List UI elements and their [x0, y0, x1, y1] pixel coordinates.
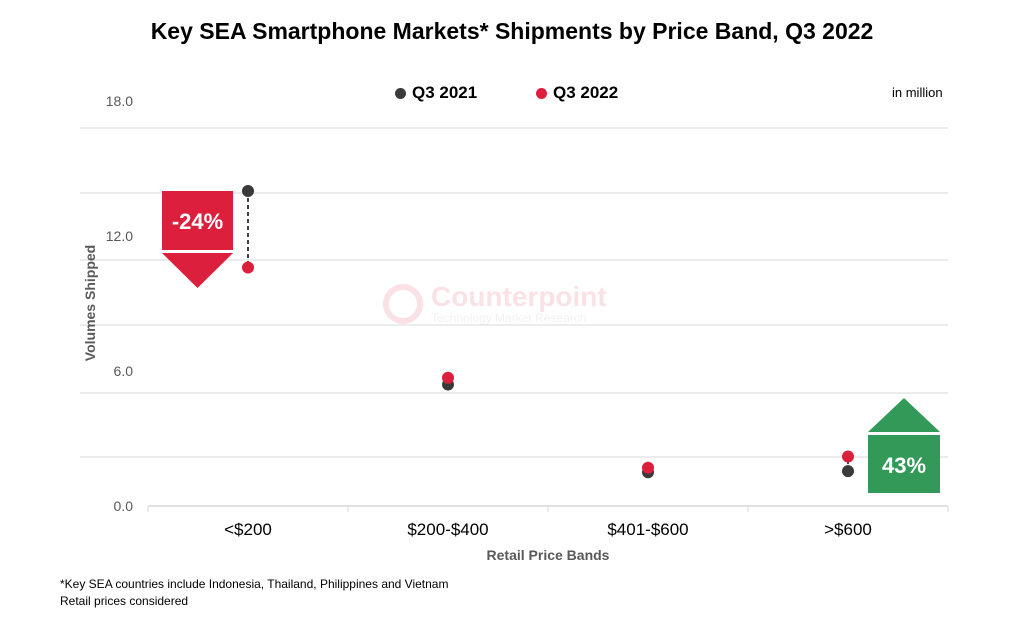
y-axis-title: Volumes Shipped — [82, 244, 98, 362]
unit-note: in million — [892, 85, 943, 100]
y-tick-label: 18.0 — [106, 93, 133, 109]
x-axis-title: Retail Price Bands — [486, 547, 610, 563]
x-tick-label: >$600 — [824, 520, 872, 539]
data-point-q3-2021 — [242, 185, 254, 197]
down-arrow-icon — [162, 253, 233, 288]
legend-marker — [536, 87, 547, 99]
legend-item-q3-2022: Q3 2022 — [536, 83, 618, 103]
x-tick-label: $401-$600 — [607, 520, 688, 539]
watermark-name: Counterpoint — [431, 281, 607, 312]
growth-callout-box — [868, 435, 940, 493]
y-tick-label: 6.0 — [114, 363, 134, 379]
data-point-q3-2021 — [842, 465, 854, 478]
watermark: Counterpoint Technology Market Research — [383, 283, 607, 325]
data-point-q3-2022 — [442, 371, 454, 384]
data-point-q3-2022 — [642, 461, 654, 474]
decline-callout-label: -24% — [172, 209, 223, 234]
footnote: Retail prices considered — [60, 594, 189, 608]
legend-label: Q3 2022 — [553, 83, 619, 102]
up-arrow-icon — [868, 398, 940, 432]
chart-title: Key SEA Smartphone Markets* Shipments by… — [150, 18, 874, 44]
decline-callout-box — [162, 191, 233, 250]
y-tick-label: 12.0 — [106, 228, 133, 244]
legend-label: Q3 2021 — [412, 83, 478, 102]
footnote: *Key SEA countries include Indonesia, Th… — [60, 577, 449, 591]
growth-callout-label: 43% — [882, 453, 926, 478]
watermark-tagline: Technology Market Research — [431, 311, 587, 325]
legend-marker — [395, 87, 406, 99]
y-tick-label: 0.0 — [114, 498, 134, 514]
legend-item-q3-2021: Q3 2021 — [395, 83, 477, 103]
data-point-q3-2022 — [842, 450, 854, 463]
x-tick-label: <$200 — [224, 520, 272, 539]
data-point-q3-2022 — [242, 261, 254, 274]
counterpoint-logo-icon — [383, 284, 423, 324]
x-tick-label: $200-$400 — [407, 520, 488, 539]
